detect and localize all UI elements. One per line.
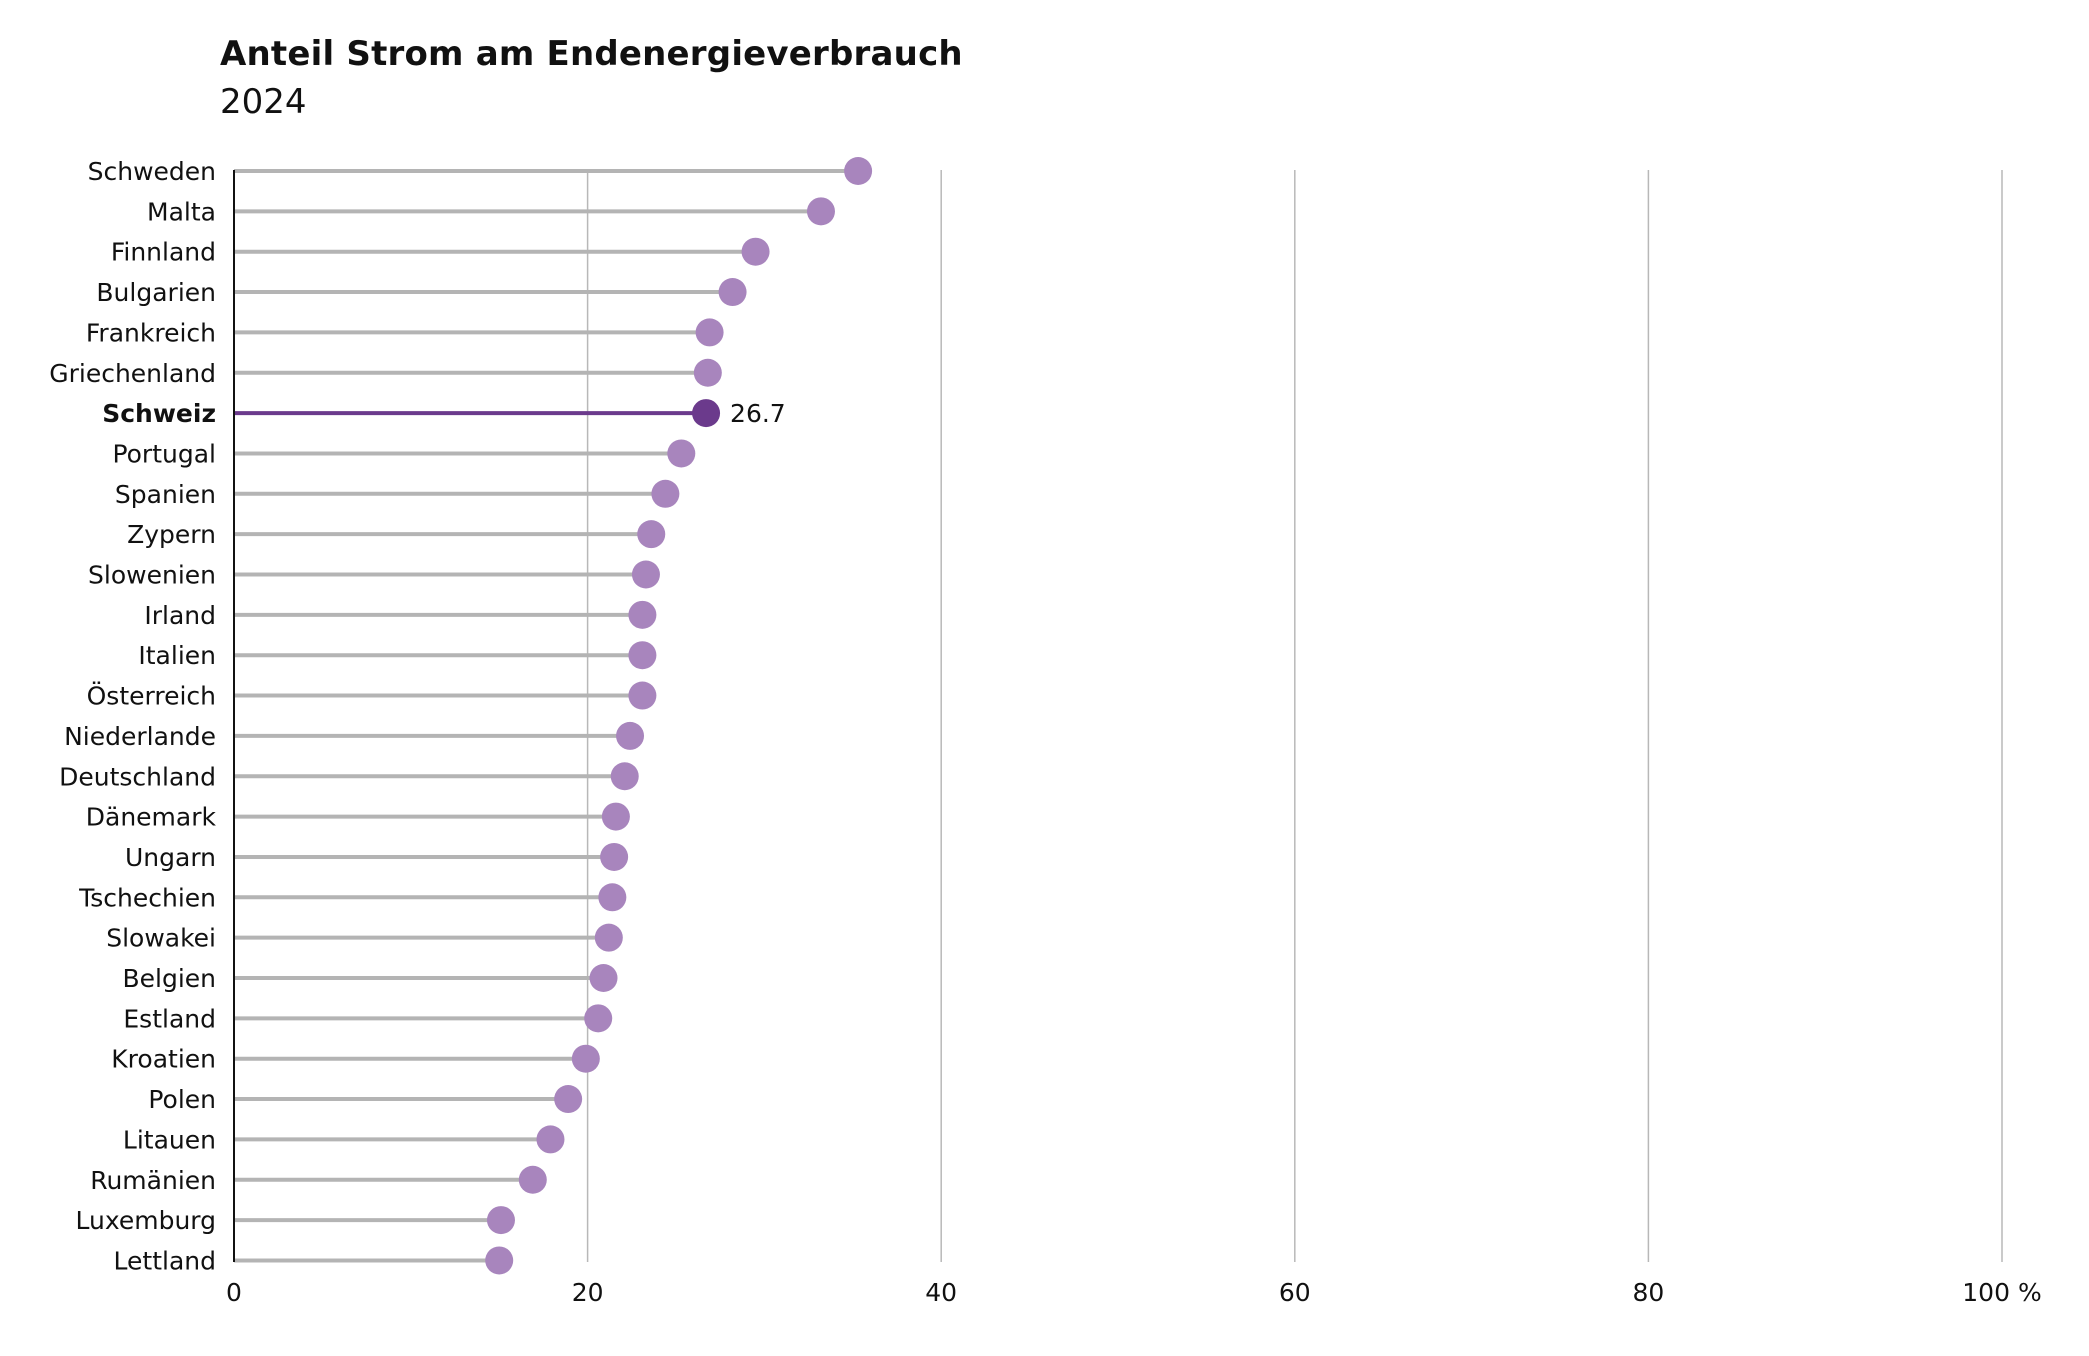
data-point: [628, 641, 657, 670]
category-label: Spanien: [115, 480, 216, 509]
data-point: [718, 278, 747, 307]
category-label: Frankreich: [86, 318, 216, 347]
category-label: Polen: [148, 1085, 216, 1114]
category-label: Bulgarien: [96, 278, 216, 307]
category-label: Schweiz: [102, 399, 216, 428]
data-point: [610, 762, 639, 791]
category-label: Luxemburg: [75, 1206, 216, 1235]
category-label: Malta: [147, 197, 216, 226]
category-label: Niederlande: [64, 722, 216, 751]
category-label: Österreich: [87, 682, 216, 711]
category-label: Dänemark: [86, 803, 217, 832]
category-label: Ungarn: [125, 843, 216, 872]
data-point: [594, 923, 623, 952]
data-point: [844, 157, 873, 185]
data-point: [598, 883, 627, 912]
data-point: [584, 1004, 613, 1033]
x-tick-label: 80: [1632, 1278, 1664, 1307]
x-tick-label: 60: [1279, 1278, 1311, 1307]
data-point: [518, 1165, 547, 1194]
category-label: Lettland: [114, 1246, 216, 1275]
x-tick-label: 20: [572, 1278, 604, 1307]
category-label: Belgien: [122, 964, 216, 993]
category-label: Griechenland: [49, 359, 216, 388]
category-label: Tschechien: [78, 883, 216, 912]
x-tick-label: 0: [226, 1278, 242, 1307]
data-point: [628, 600, 657, 629]
data-point: [486, 1206, 515, 1235]
data-point: [485, 1246, 514, 1275]
x-tick-labels: 0 20 40 60 80 100 %: [226, 1278, 2042, 1307]
value-label: 26.7: [730, 399, 786, 428]
category-labels: Schweden Malta Finnland Bulgarien Frankreich…: [49, 157, 216, 1275]
data-point: [692, 399, 721, 428]
data-point: [600, 842, 629, 871]
category-label: Slowakei: [106, 924, 216, 953]
gridlines: [586, 170, 2003, 1262]
chart-subtitle: 2024: [220, 82, 307, 122]
category-label: Slowenien: [88, 561, 216, 590]
data-point: [806, 197, 835, 226]
data-point: [616, 721, 645, 750]
category-label: Portugal: [112, 439, 216, 468]
category-label: Schweden: [88, 157, 216, 186]
data-point: [589, 964, 618, 992]
category-label: Estland: [123, 1004, 216, 1033]
category-label: Zypern: [127, 520, 216, 549]
x-tick-label: 40: [925, 1278, 957, 1307]
data-point: [631, 560, 660, 589]
data-point: [637, 520, 666, 549]
data-points: [485, 157, 873, 1275]
stems: [234, 169, 859, 1263]
data-point: [693, 358, 722, 387]
category-label: Rumänien: [90, 1166, 216, 1195]
data-point: [651, 479, 680, 508]
category-label: Litauen: [123, 1125, 216, 1154]
x-tick-label: 100 %: [1962, 1278, 2041, 1307]
data-point: [601, 802, 630, 831]
data-point: [554, 1085, 583, 1114]
category-label: Finnland: [111, 238, 216, 267]
category-label: Irland: [144, 601, 216, 630]
value-labels: 26.7: [730, 399, 786, 428]
data-point: [536, 1125, 565, 1154]
data-point: [695, 318, 724, 347]
data-point: [628, 681, 657, 710]
data-point: [741, 237, 770, 266]
category-label: Italien: [138, 641, 216, 670]
data-point: [571, 1044, 600, 1073]
chart-title: Anteil Strom am Endenergieverbrauch: [220, 34, 963, 74]
category-label: Kroatien: [111, 1045, 216, 1074]
data-point: [667, 439, 696, 468]
category-label: Deutschland: [59, 762, 216, 791]
